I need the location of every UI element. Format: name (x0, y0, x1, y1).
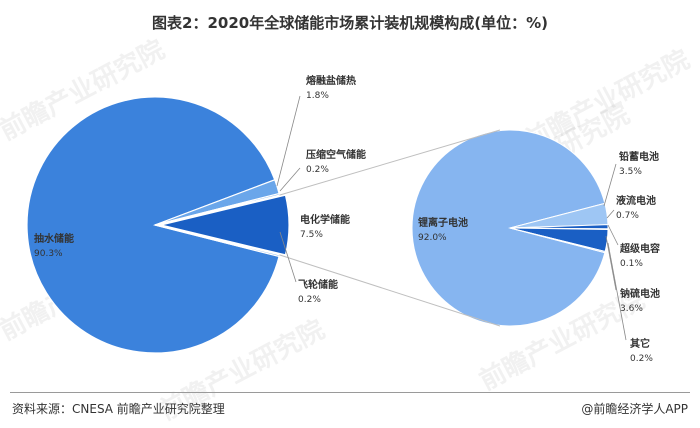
sub-2-label: 液流电池 (616, 194, 656, 207)
sub-1-value: 3.5% (619, 167, 642, 177)
sub-4-value: 3.6% (620, 304, 643, 314)
sub-1-label: 铅蓄电池 (619, 150, 659, 163)
footer-divider (10, 392, 690, 393)
main-0-label: 抽水储能 (34, 232, 74, 245)
main-pie-slice-0 (26, 96, 280, 354)
main-4-value: 0.2% (298, 295, 321, 305)
main-2-value: 0.2% (306, 165, 329, 175)
main-2-label: 压缩空气储能 (306, 148, 366, 161)
sub-5-label: 其它 (630, 337, 650, 350)
main-pie-slice-2 (154, 192, 281, 226)
sub-5-leader (607, 242, 627, 341)
sub-pie-slice-5 (509, 227, 606, 254)
sub-0-label: 锂离子电池 (418, 216, 468, 229)
main-3-label: 电化学储能 (300, 213, 350, 226)
sub-2-value: 0.7% (616, 211, 639, 221)
main-1-label: 熔融盐储热 (306, 74, 356, 87)
sub-pie-slice-0 (411, 129, 606, 327)
main-1-leader (276, 95, 301, 187)
sub-5-value: 0.2% (630, 354, 653, 364)
connector-line-top (279, 129, 501, 196)
sub-0-value: 92.0% (418, 233, 447, 243)
credit-note: @前瞻经济学人APP (581, 402, 688, 416)
sub-3-label: 超级电容 (619, 242, 660, 255)
sub-3-leader (607, 224, 619, 246)
main-4-label: 飞轮储能 (298, 278, 338, 291)
main-0-value: 90.3% (34, 249, 63, 259)
main-1-value: 1.8% (306, 91, 329, 101)
sub-3-value: 0.1% (620, 259, 643, 269)
main-pie-slice-4 (154, 224, 281, 258)
sub-1-leader (603, 163, 617, 207)
sub-4-label: 钠硫电池 (620, 287, 660, 300)
sub-2-leader (606, 209, 615, 219)
main-3-value: 7.5% (300, 230, 323, 240)
sub-4-leader (605, 235, 617, 291)
chart-title: 图表2：2020年全球储能市场累计装机规模构成(单位：%) (152, 14, 548, 32)
main-pie-slice-3 (160, 194, 290, 256)
main-2-leader (279, 167, 301, 192)
main-4-leader (279, 231, 297, 283)
source-note: 资料来源：CNESA 前瞻产业研究院整理 (12, 402, 225, 416)
connector-line-bottom (279, 254, 501, 327)
